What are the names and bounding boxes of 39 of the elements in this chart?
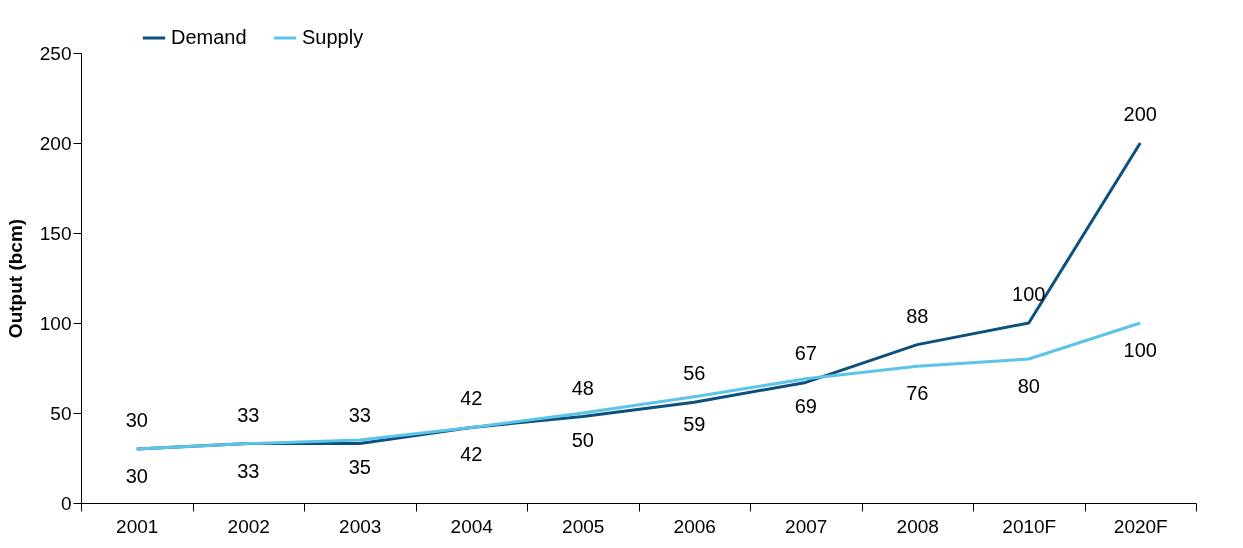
- data-label: 42: [460, 443, 483, 466]
- data-label: 30: [125, 465, 148, 487]
- data-label: 30: [125, 409, 148, 431]
- data-label: 200: [1123, 103, 1157, 125]
- data-label: 42: [460, 387, 483, 410]
- y-tick-label: 100: [39, 312, 72, 334]
- data-label: 100: [1012, 283, 1046, 305]
- data-label: 48: [571, 376, 594, 399]
- data-label: 33: [348, 403, 371, 426]
- x-tick-label: 2010F: [1002, 515, 1057, 537]
- x-tick-label: 2006: [673, 515, 716, 537]
- y-tick-label: 250: [39, 42, 72, 64]
- x-tick-label: 2008: [896, 515, 939, 537]
- y-tick-label: 50: [50, 402, 72, 424]
- data-label: 69: [794, 394, 817, 417]
- data-label: 50: [571, 429, 594, 451]
- legend-label: Supply: [302, 26, 364, 48]
- y-tick-label: 0: [60, 492, 72, 514]
- data-label: 33: [237, 403, 260, 426]
- data-label: 76: [906, 382, 929, 405]
- x-tick-label: 2020F: [1113, 515, 1168, 537]
- x-tick-label: 2002: [227, 515, 270, 537]
- data-label: 35: [348, 456, 371, 478]
- data-label: 33: [237, 459, 260, 482]
- data-label: 56: [683, 362, 706, 385]
- legend-label: Demand: [171, 26, 247, 48]
- data-label: 88: [906, 304, 929, 327]
- y-tick-label: 150: [39, 222, 72, 244]
- x-tick-label: 2001: [116, 515, 159, 537]
- y-tick-label: 200: [39, 132, 72, 154]
- y-axis-title: Output (bcm): [4, 218, 26, 339]
- x-tick-label: 2003: [339, 515, 382, 537]
- x-tick-label: 2005: [562, 515, 605, 537]
- x-tick-label: 2007: [785, 515, 828, 537]
- data-label: 80: [1017, 375, 1040, 397]
- x-tick-label: 2004: [450, 515, 494, 537]
- data-label: 67: [794, 342, 817, 365]
- data-label: 100: [1123, 339, 1157, 361]
- data-label: 59: [683, 412, 706, 435]
